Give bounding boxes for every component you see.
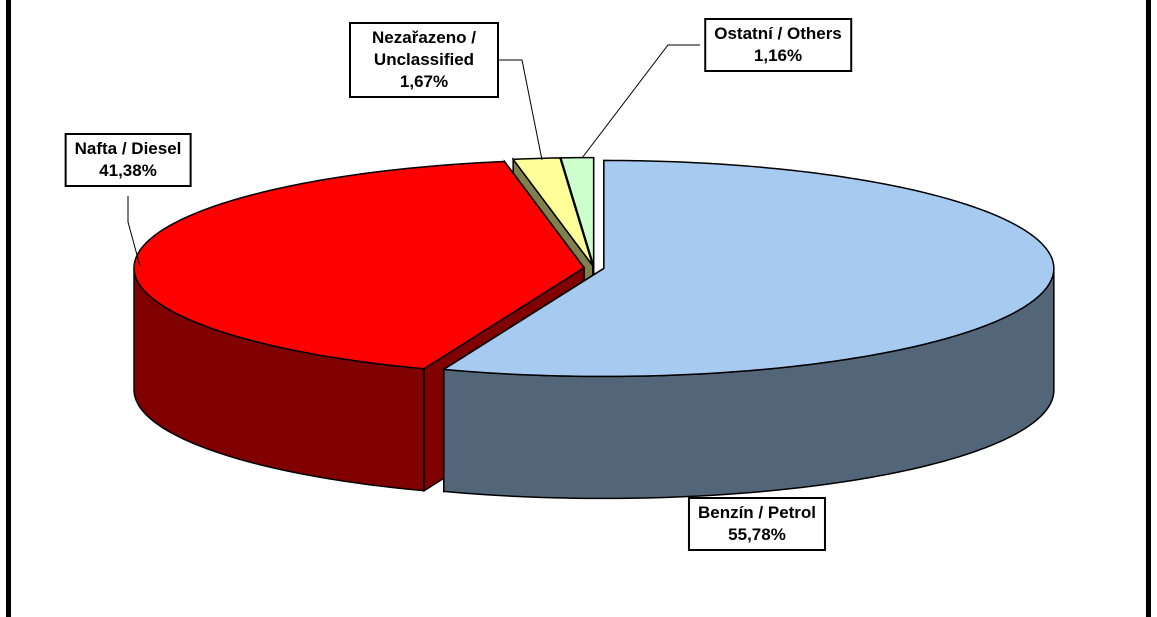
data-label: Benzín / Petrol 55,78% — [687, 497, 827, 551]
slice — [559, 156, 595, 266]
label-value: 1,67% — [399, 72, 449, 91]
slice — [511, 157, 594, 267]
slice — [441, 159, 1055, 378]
slice — [133, 160, 586, 370]
label-value: 1,16% — [753, 46, 803, 65]
data-label: Ostatní / Others 1,16% — [704, 18, 852, 72]
leader-line — [497, 59, 543, 161]
label-category: Nafta / Diesel — [74, 139, 182, 158]
frame-right — [1146, 0, 1151, 617]
label-value: 41,38% — [99, 161, 157, 180]
label-category: Ostatní / Others — [714, 24, 842, 43]
data-label: Nezařazeno / Unclassified 1,67% — [349, 22, 499, 98]
data-label: Nafta / Diesel 41,38% — [64, 133, 192, 187]
label-value: 55,78% — [728, 525, 786, 544]
frame-left — [6, 0, 11, 617]
leader-line — [581, 44, 700, 159]
label-category: Benzín / Petrol — [697, 503, 817, 522]
leader-line — [127, 196, 141, 267]
label-category: Nezařazeno / Unclassified — [372, 28, 476, 69]
